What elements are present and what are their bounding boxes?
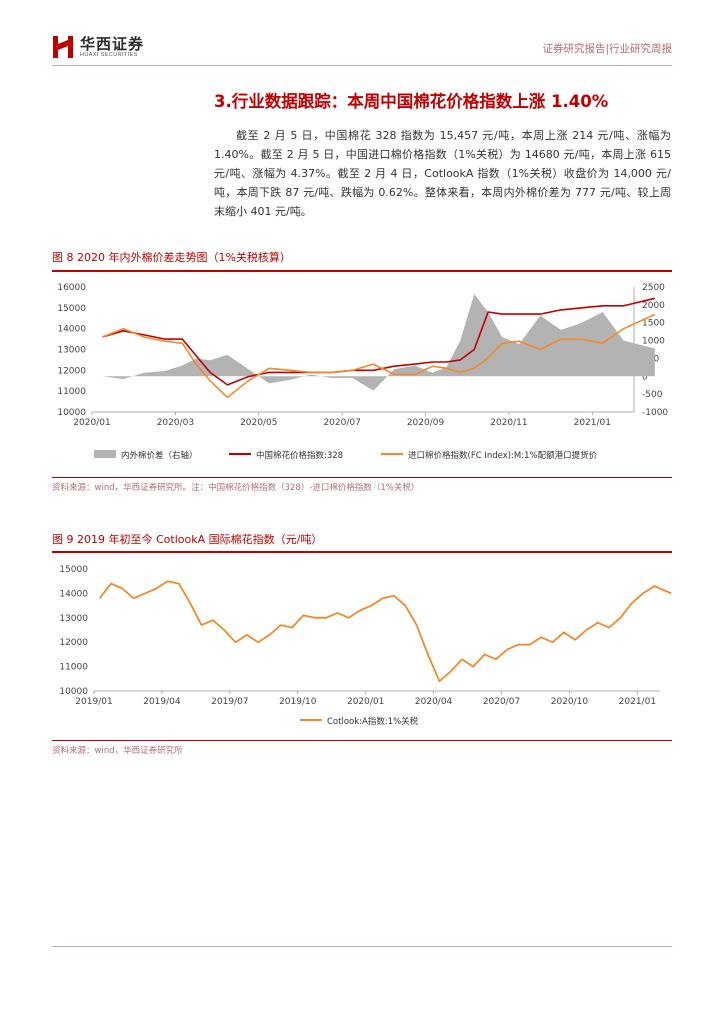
figure9-bottom-rule — [52, 740, 672, 741]
x-tick-label: 2020/01 — [73, 418, 110, 428]
legend-label: 内外棉价差（右轴） — [121, 450, 198, 461]
report-type: 证券研究报告|行业研究周报 — [542, 43, 672, 55]
x-tick-label: 2020/07 — [323, 418, 360, 428]
y-tick-label: 10000 — [57, 408, 86, 418]
series-area-price-spread — [102, 294, 655, 391]
y-tick-label: 11000 — [59, 663, 88, 673]
x-tick-label: 2020/05 — [240, 418, 277, 428]
figure8-bottom-rule — [52, 477, 672, 478]
y2-tick-label: 1000 — [642, 337, 665, 347]
x-tick-label: 2020/03 — [157, 418, 194, 428]
section-title: 3.行业数据跟踪：本周中国棉花价格指数上涨 1.40% — [214, 92, 609, 111]
series-line-1 — [102, 297, 655, 386]
figure8-top-rule — [52, 270, 672, 272]
brand-logo-icon — [53, 36, 73, 58]
figure9-source: 资料来源：wind，华西证券研究所 — [52, 746, 183, 756]
y-tick-label: 15000 — [59, 565, 88, 575]
figure8-chart: 10000110001200013000140001500016000-1000… — [57, 283, 668, 461]
y2-tick-label: 1500 — [642, 319, 665, 329]
x-tick-label: 2020/09 — [407, 418, 445, 428]
x-tick-label: 2019/07 — [211, 697, 248, 707]
y2-tick-label: 2500 — [642, 283, 665, 293]
figure9-top-rule — [52, 551, 672, 553]
x-tick-label: 2019/10 — [279, 697, 317, 707]
section-paragraph: 截至 2 月 5 日，中国棉花 328 指数为 15,457 元/吨，本周上涨 … — [214, 126, 671, 221]
y-tick-label: 13000 — [59, 614, 88, 624]
y-tick-label: 12000 — [57, 366, 86, 376]
legend-swatch-area — [94, 450, 116, 458]
y2-tick-label: -500 — [642, 390, 663, 400]
x-tick-label: 2019/01 — [75, 697, 112, 707]
x-tick-label: 2020/10 — [551, 697, 589, 707]
x-tick-label: 2020/04 — [415, 697, 453, 707]
y-tick-label: 13000 — [57, 346, 86, 356]
paragraph-text: 截至 2 月 5 日，中国棉花 328 指数为 15,457 元/吨，本周上涨 … — [214, 129, 671, 218]
y-tick-label: 16000 — [57, 283, 86, 293]
legend-label: 进口棉价格指数(FC Index):M:1%配额港口提货价 — [408, 450, 598, 461]
y-tick-label: 10000 — [59, 687, 88, 697]
y2-tick-label: -1000 — [642, 408, 668, 418]
x-tick-label: 2020/11 — [490, 418, 527, 428]
y-tick-label: 14000 — [59, 589, 88, 599]
figure8-source: 资料来源：wind，华西证券研究所。注：中国棉花价格指数（328）-进口棉价格指… — [52, 483, 420, 493]
x-tick-label: 2020/01 — [347, 697, 384, 707]
legend-label: Cotlook:A指数:1%关税 — [327, 716, 419, 727]
figure9-chart: 10000 11000 12000 13000 14000 15000 2019/01 201… — [59, 565, 672, 727]
legend-label: 中国棉花价格指数:328 — [256, 450, 343, 461]
figure8-title: 图 8 2020 年内外棉价差走势图（1%关税核算） — [52, 251, 291, 264]
y-tick-label: 14000 — [57, 325, 86, 335]
brand-name: 华西证券 — [80, 35, 145, 53]
y-tick-label: 12000 — [59, 638, 88, 648]
y-tick-label: 11000 — [57, 387, 86, 397]
x-tick-label: 2021/01 — [574, 418, 611, 428]
brand-name-en: HUAXI SECURITIES — [80, 52, 138, 58]
series-line-0 — [98, 580, 672, 683]
series-line-2 — [102, 313, 656, 399]
figure9-title: 图 9 2019 年初至今 CotlookA 国际棉花指数（元/吨） — [52, 533, 323, 546]
footer-divider — [52, 946, 672, 947]
header-divider — [52, 65, 672, 66]
x-tick-label: 2021/01 — [619, 697, 656, 707]
y-tick-label: 15000 — [57, 304, 86, 314]
y2-tick-label: 2000 — [642, 301, 665, 311]
x-tick-label: 2020/07 — [483, 697, 520, 707]
y2-tick-label: 0 — [642, 372, 648, 382]
x-tick-label: 2019/04 — [143, 697, 181, 707]
